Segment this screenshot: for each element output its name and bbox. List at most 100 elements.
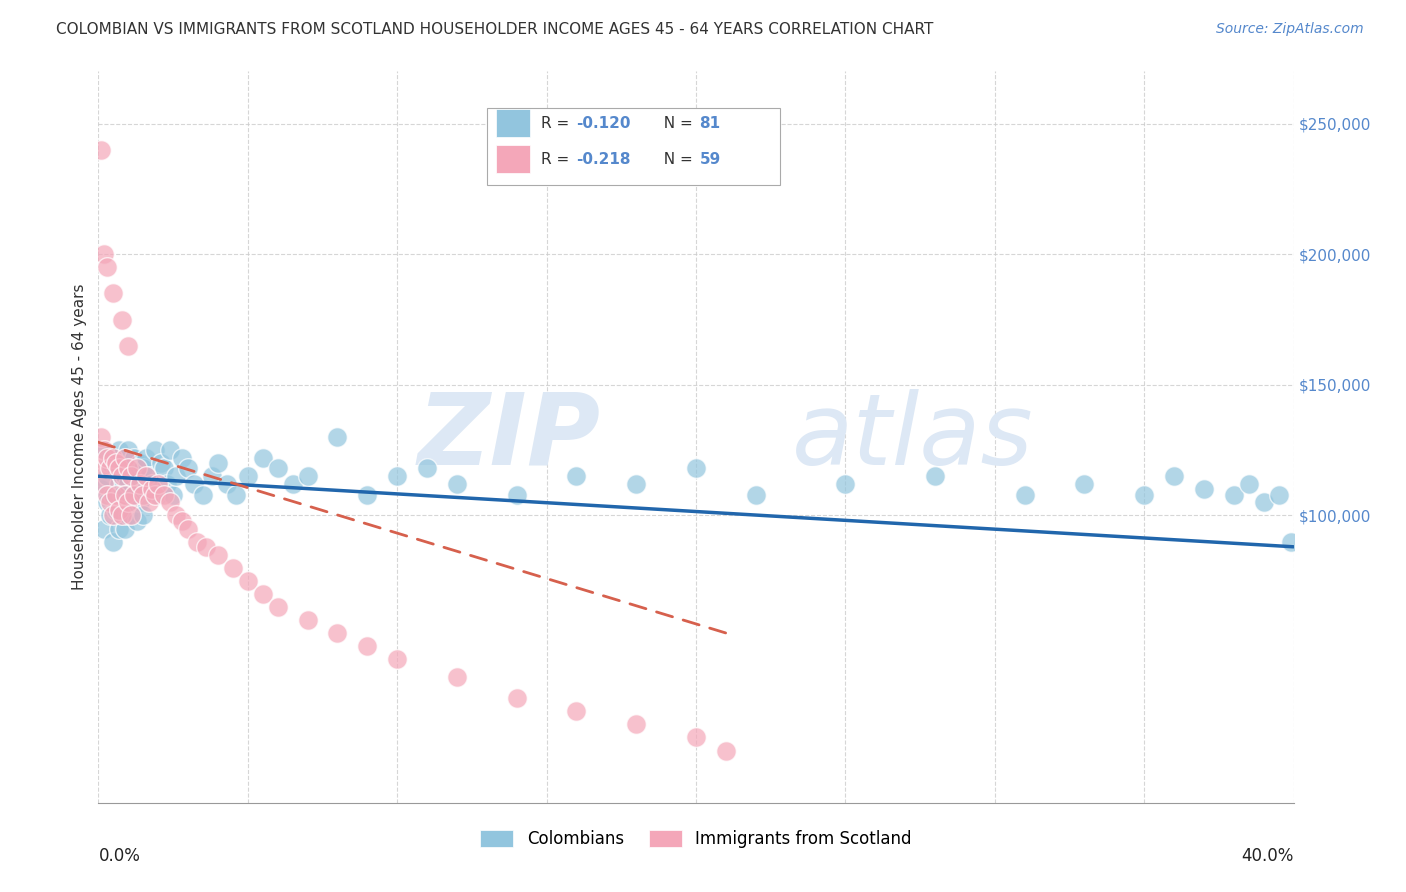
Point — [156, 477, 179, 491]
Point — [252, 450, 274, 465]
Point — [159, 495, 181, 509]
Point — [326, 626, 349, 640]
Text: ZIP: ZIP — [418, 389, 600, 485]
Point — [105, 487, 128, 501]
Point — [127, 469, 149, 483]
Point — [103, 450, 125, 465]
Point — [129, 477, 152, 491]
Point — [138, 495, 160, 509]
Point — [685, 461, 707, 475]
Point — [714, 743, 737, 757]
Text: -0.218: -0.218 — [576, 152, 631, 167]
Text: N =: N = — [654, 152, 697, 167]
Point — [129, 495, 152, 509]
Point — [103, 534, 125, 549]
Point — [117, 338, 139, 352]
Point — [225, 487, 247, 501]
Point — [98, 461, 122, 475]
Point — [153, 461, 176, 475]
Point — [745, 487, 768, 501]
Point — [114, 521, 136, 535]
Point — [326, 430, 349, 444]
Point — [98, 508, 122, 523]
Point — [108, 521, 131, 535]
Point — [93, 247, 115, 261]
Text: atlas: atlas — [792, 389, 1033, 485]
Point — [108, 477, 131, 491]
Point — [207, 456, 229, 470]
Point — [162, 487, 184, 501]
Point — [90, 430, 112, 444]
Point — [186, 534, 208, 549]
FancyBboxPatch shape — [486, 108, 780, 185]
Point — [1253, 495, 1275, 509]
Point — [252, 587, 274, 601]
Point — [135, 483, 157, 497]
Point — [165, 469, 187, 483]
Point — [143, 487, 166, 501]
Text: R =: R = — [541, 152, 574, 167]
Bar — [496, 110, 530, 137]
Point — [93, 477, 115, 491]
Point — [114, 469, 136, 483]
Point — [103, 286, 125, 301]
Point — [96, 495, 118, 509]
Point — [127, 514, 149, 528]
Point — [105, 503, 128, 517]
Point — [96, 487, 118, 501]
Point — [98, 495, 122, 509]
Point — [1237, 477, 1260, 491]
Point — [124, 450, 146, 465]
Point — [183, 477, 205, 491]
Point — [141, 477, 163, 491]
Point — [108, 461, 131, 475]
Point — [159, 443, 181, 458]
Point — [93, 521, 115, 535]
Point — [103, 450, 125, 465]
Bar — [496, 145, 530, 173]
Point — [103, 508, 125, 523]
Point — [114, 487, 136, 501]
Point — [281, 477, 304, 491]
Point — [93, 443, 115, 458]
Point — [236, 574, 259, 588]
Point — [267, 461, 290, 475]
Point — [111, 508, 134, 523]
Point — [565, 705, 588, 719]
Point — [165, 508, 187, 523]
Point — [506, 487, 529, 501]
Point — [132, 487, 155, 501]
Point — [385, 469, 409, 483]
Point — [98, 456, 122, 470]
Point — [90, 143, 112, 157]
Point — [356, 487, 378, 501]
Point — [1014, 487, 1036, 501]
Point — [117, 508, 139, 523]
Point — [1133, 487, 1156, 501]
Point — [117, 443, 139, 458]
Point — [1223, 487, 1246, 501]
Text: Source: ZipAtlas.com: Source: ZipAtlas.com — [1216, 22, 1364, 37]
Point — [124, 487, 146, 501]
Point — [924, 469, 946, 483]
Point — [111, 456, 134, 470]
Point — [135, 469, 157, 483]
Point — [1073, 477, 1095, 491]
Point — [1267, 487, 1289, 501]
Y-axis label: Householder Income Ages 45 - 64 years: Householder Income Ages 45 - 64 years — [72, 284, 87, 591]
Point — [141, 483, 163, 497]
Text: 0.0%: 0.0% — [98, 847, 141, 864]
Point — [117, 477, 139, 491]
Point — [96, 469, 118, 483]
Text: 59: 59 — [700, 152, 721, 167]
Point — [834, 477, 856, 491]
Point — [201, 469, 224, 483]
Point — [120, 495, 142, 509]
Point — [103, 487, 125, 501]
Text: N =: N = — [654, 116, 697, 131]
Point — [1163, 469, 1185, 483]
Point — [267, 599, 290, 614]
Point — [96, 450, 118, 465]
Point — [111, 487, 134, 501]
Point — [215, 477, 238, 491]
